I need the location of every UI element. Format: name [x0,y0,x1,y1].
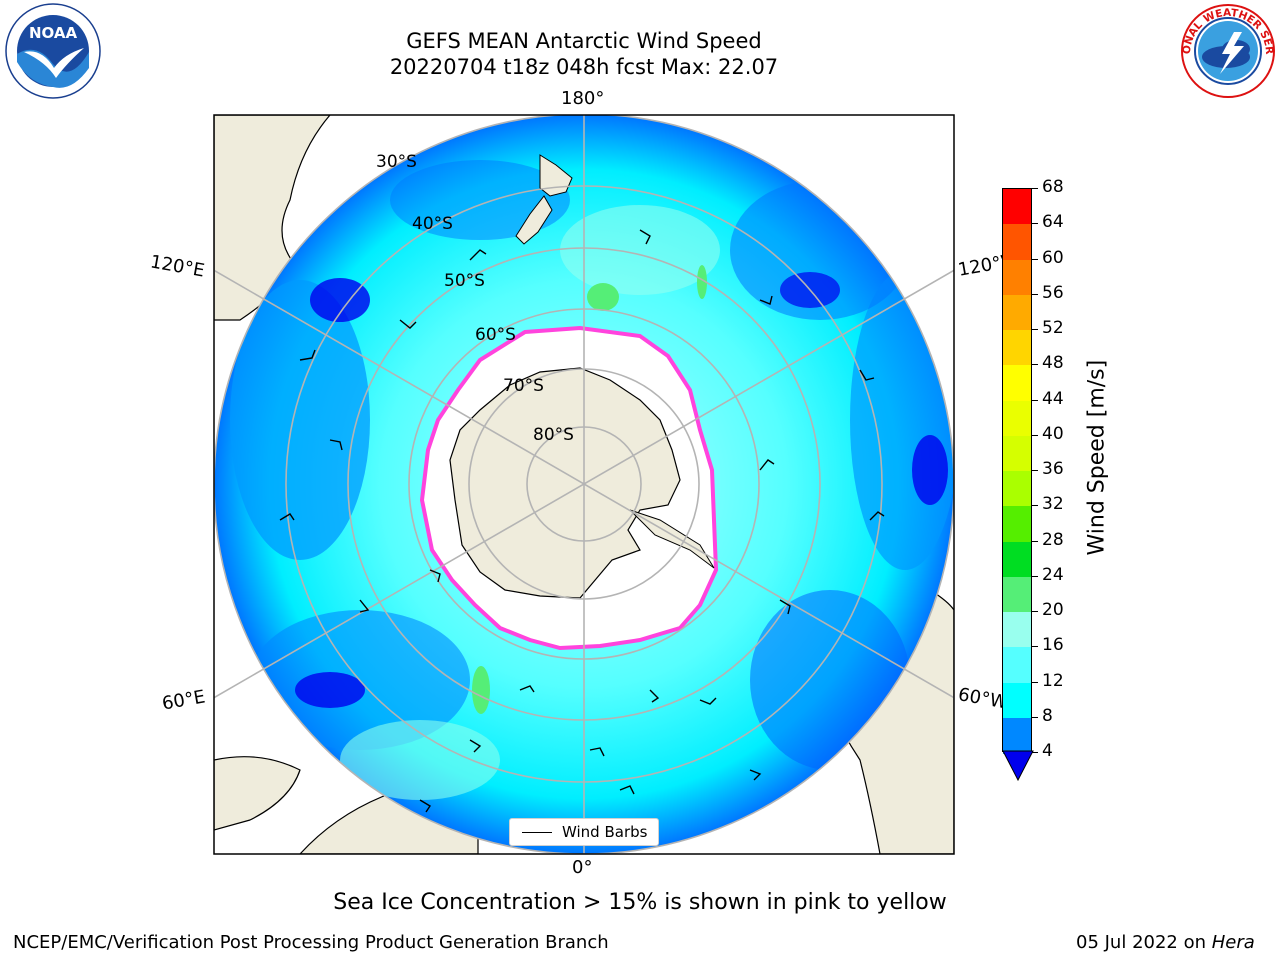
madagascar-land [214,756,301,831]
colorbar-tick-mark [1032,540,1038,542]
colorbar-tick-mark [1032,364,1038,366]
colorbar-segment [1003,471,1031,507]
colorbar-tick-mark [1032,646,1038,648]
colorbar-segment [1003,717,1031,754]
colorbar-tick-label: 12 [1042,670,1064,691]
colorbar-segment [1003,612,1031,648]
colorbar-tick-label: 28 [1042,529,1064,550]
colorbar-tick-label: 36 [1042,459,1064,479]
colorbar-tick-mark [1032,223,1038,225]
colorbar-tick-mark [1032,188,1038,189]
lat-label-70s: 70°S [503,376,544,396]
noaa-logo: NOAA [5,3,101,99]
lat-label-30s: 30°S [376,152,417,172]
colorbar-segment [1003,330,1031,366]
colorbar-segment [1003,224,1031,261]
colorbar-tick-label: 68 [1042,177,1064,197]
colorbar-title: Wind Speed [m/s] [1084,359,1110,556]
svg-text:NOAA: NOAA [29,24,78,42]
colorbar-segment [1003,647,1031,684]
colorbar-tick-mark [1032,505,1038,507]
colorbar-tick-label: 16 [1042,635,1064,656]
colorbar-tick-label: 24 [1042,564,1064,585]
colorbar-segment [1003,400,1031,437]
map-legend: Wind Barbs [509,818,659,846]
colorbar-tick-mark [1032,258,1038,260]
colorbar-segment [1003,189,1031,225]
colorbar-segment [1003,576,1031,613]
footer-right: 05 Jul 2022 on Hera [1076,932,1255,953]
colorbar-tick-label: 40 [1042,423,1064,444]
colorbar-tick-label: 44 [1042,388,1064,409]
footer-date: 05 Jul 2022 on [1076,932,1212,953]
legend-label: Wind Barbs [562,823,648,841]
lat-label-60s: 60°S [475,325,516,345]
lat-label-50s: 50°S [444,271,485,291]
colorbar-tick-label: 4 [1042,741,1053,761]
sea-ice-caption: Sea Ice Concentration > 15% is shown in … [333,890,947,915]
colorbar-segment [1003,259,1031,296]
colorbar-tick-mark [1032,611,1038,612]
colorbar-segment [1003,435,1031,472]
lat-label-40s: 40°S [412,214,453,234]
lat-label-80s: 80°S [533,425,574,445]
colorbar-tick-label: 56 [1042,282,1064,303]
colorbar-tick-mark [1032,681,1038,683]
colorbar-tick-mark [1032,470,1038,471]
lon-label-180: 180° [561,88,605,109]
colorbar-extend-arrow [1002,750,1034,782]
colorbar-segment [1003,506,1031,543]
colorbar-tick-label: 8 [1042,705,1053,726]
wind-barbs [279,229,885,813]
footer-left: NCEP/EMC/Verification Post Processing Pr… [13,932,609,953]
colorbar-tick-label: 52 [1042,318,1064,338]
antarctica-land [449,367,681,599]
graticule [214,115,954,854]
plot-title-line2: 20220704 t18z 048h fcst Max: 22.07 [389,55,779,79]
colorbar-tick-mark [1032,575,1038,577]
colorbar-tick-label: 64 [1042,212,1064,233]
nws-logo: NATIONAL WEATHER SERVICE [1178,2,1275,98]
colorbar-tick-label: 32 [1042,494,1064,515]
colorbar-tick-label: 60 [1042,247,1064,268]
colorbar [1002,188,1032,754]
colorbar-tick-mark [1032,293,1038,295]
plot-title-line1: GEFS MEAN Antarctic Wind Speed [406,29,762,53]
colorbar-segment [1003,365,1031,402]
colorbar-tick-mark [1032,716,1038,718]
colorbar-tick-mark [1032,434,1038,436]
map-frame [213,114,955,855]
colorbar-tick-label: 48 [1042,353,1064,374]
colorbar-segment [1003,682,1031,719]
colorbar-segment [1003,294,1031,331]
colorbar-tick-mark [1032,399,1038,401]
lon-label-0: 0° [572,857,593,878]
colorbar-tick-mark [1032,329,1038,330]
wind-barb-legend-line [522,832,552,833]
colorbar-tick-label: 20 [1042,600,1064,620]
footer-machine: Hera [1211,932,1255,953]
colorbar-segment [1003,541,1031,578]
colorbar-tick-mark [1032,752,1038,753]
